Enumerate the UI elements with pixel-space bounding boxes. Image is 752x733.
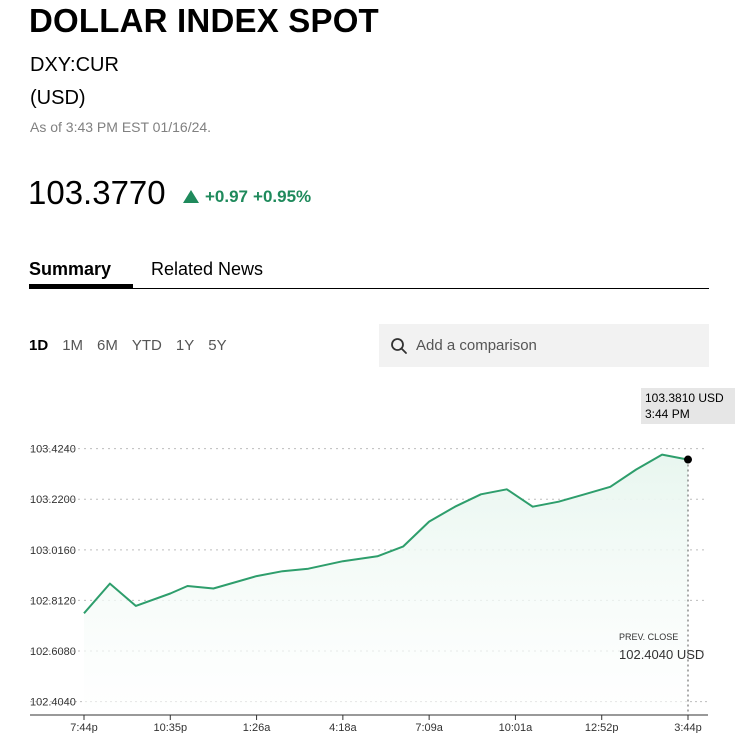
y-tick-label: 102.4040: [30, 697, 76, 709]
x-tick-label: 10:35p: [153, 722, 187, 733]
range-1d[interactable]: 1D: [29, 337, 49, 354]
x-tick-label: 12:52p: [585, 722, 619, 733]
price-area-fill: [84, 454, 688, 715]
active-tab-indicator: [29, 284, 133, 288]
y-tick-label: 103.2200: [30, 494, 76, 506]
last-point-marker: [684, 455, 692, 464]
x-tick-label: 7:09a: [415, 722, 443, 733]
prev-close-label: PREV. CLOSE: [619, 632, 678, 642]
tab-summary[interactable]: Summary: [29, 259, 112, 279]
price-change: +0.97 +0.95%: [183, 187, 311, 207]
last-value-label: 103.3810 USD: [645, 391, 724, 405]
range-1y[interactable]: 1Y: [175, 337, 195, 354]
y-tick-label: 102.6080: [30, 646, 76, 658]
change-percent: +0.95%: [253, 187, 312, 206]
search-placeholder: Add a comparison: [416, 337, 537, 354]
page-title: DOLLAR INDEX SPOT: [29, 2, 379, 39]
range-ytd[interactable]: YTD: [131, 337, 162, 354]
last-time-label: 3:44 PM: [645, 407, 690, 421]
price-line: [83, 453, 689, 614]
x-tick-label: 4:18a: [329, 722, 357, 733]
range-1m[interactable]: 1M: [62, 337, 84, 354]
last-price: 103.3770: [28, 174, 166, 211]
x-tick-label: 10:01a: [499, 722, 534, 733]
ticker-symbol: DXY:CUR: [30, 54, 119, 76]
change-value: +0.97: [205, 187, 249, 206]
range-6m[interactable]: 6M: [97, 337, 118, 354]
y-tick-label: 102.8120: [30, 595, 76, 607]
comparison-search-input[interactable]: Add a comparison: [379, 324, 709, 367]
range-5y[interactable]: 5Y: [208, 337, 227, 354]
y-tick-label: 103.0160: [30, 545, 76, 557]
as-of-timestamp: As of 3:43 PM EST 01/16/24.: [30, 119, 212, 135]
y-tick-label: 103.4240: [30, 444, 76, 456]
price-chart: 102.4040 102.6080 102.8120 103.0160 103.2200…: [30, 388, 735, 733]
prev-close-value: 102.4040 USD: [619, 647, 704, 662]
x-tick-label: 3:44p: [674, 722, 702, 733]
tab-related-news[interactable]: Related News: [151, 259, 264, 279]
x-tick-label: 1:26a: [243, 722, 271, 733]
time-range-selector: 1D 1M 6M YTD 1Y 5Y: [29, 337, 241, 354]
last-value-box: [641, 388, 735, 424]
tab-bar: Summary Related News: [29, 253, 709, 289]
search-icon: [391, 337, 407, 354]
x-tick-label: 7:44p: [70, 722, 98, 733]
triangle-up-icon: [183, 189, 199, 203]
currency-label: (USD): [30, 87, 86, 109]
